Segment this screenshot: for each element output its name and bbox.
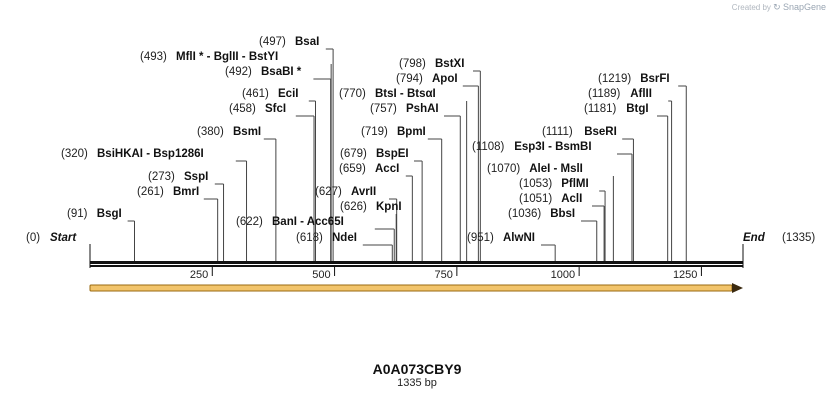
site-position: (618) <box>296 232 323 244</box>
site-enzyme-name[interactable]: SspI <box>184 171 208 183</box>
site-enzyme-name[interactable]: BsgI <box>97 208 122 220</box>
end-label: End <box>743 232 766 244</box>
site-position: (951) <box>467 232 494 244</box>
site-labels: (91) BsgI (261) BmrI (273) SspI (320) BsiHKAI -… <box>61 36 670 244</box>
site-position: (497) <box>259 36 286 48</box>
feature-arrow-body <box>89 284 733 292</box>
site-position: (273) <box>148 171 175 183</box>
site-position: (794) <box>396 73 423 85</box>
site-position: (1070) <box>487 163 520 175</box>
snapgene-logo-icon: ↻ <box>773 2 781 12</box>
backbone <box>90 261 743 267</box>
end-position: (1335) <box>782 232 815 244</box>
site-enzyme-name[interactable]: BsaI <box>295 36 319 48</box>
site-enzyme-name[interactable]: BmrI <box>173 186 199 198</box>
site-position: (1051) <box>519 193 552 205</box>
site-enzyme-name[interactable]: BsmI <box>233 126 261 138</box>
site-enzyme-name[interactable]: BtgI <box>626 103 648 115</box>
site-position: (1036) <box>508 208 541 220</box>
scale-tick-label: 1000 <box>551 269 575 281</box>
site-enzyme-name[interactable]: BtsI - BtsαI <box>375 88 436 100</box>
backbone-bottom-strand <box>90 265 743 267</box>
scale-ticks: 250 500 750 1000 1250 <box>190 267 702 281</box>
site-enzyme-name[interactable]: BsiHKAI - Bsp1286I <box>97 148 204 160</box>
site-enzyme-name[interactable]: BsaBI * <box>261 66 302 78</box>
site-position: (798) <box>399 58 426 70</box>
site-position: (659) <box>339 163 366 175</box>
site-enzyme-name[interactable]: PshAI <box>406 103 439 115</box>
snapgene-brand: Created by ↻ SnapGene <box>732 2 826 13</box>
site-enzyme-name[interactable]: AleI - MslI <box>529 163 583 175</box>
site-position: (1111) <box>542 126 573 138</box>
site-position: (1053) <box>519 178 552 190</box>
start-label: Start <box>50 232 77 244</box>
end-labels: (0) Start End (1335) <box>26 232 815 268</box>
scale-tick-label: 1250 <box>673 269 697 281</box>
scale-tick-label: 250 <box>190 269 208 281</box>
site-enzyme-name[interactable]: BpmI <box>397 126 426 138</box>
site-position: (719) <box>361 126 388 138</box>
site-enzyme-name[interactable]: AlwNI <box>503 232 535 244</box>
backbone-top-strand <box>90 261 743 264</box>
site-enzyme-name[interactable]: BstXI <box>435 58 464 70</box>
site-enzyme-name[interactable]: SfcI <box>265 103 286 115</box>
site-position: (458) <box>229 103 256 115</box>
site-position: (679) <box>340 148 367 160</box>
site-enzyme-name[interactable]: NdeI <box>332 232 357 244</box>
site-enzyme-name[interactable]: BsrFI <box>640 73 669 85</box>
scale-tick-label: 500 <box>312 269 330 281</box>
brand-created-by: Created by <box>731 3 771 12</box>
site-position: (261) <box>137 186 164 198</box>
site-position: (757) <box>370 103 397 115</box>
site-position: (492) <box>225 66 252 78</box>
site-position: (627) <box>315 186 342 198</box>
site-enzyme-name[interactable]: BbsI <box>550 208 575 220</box>
site-position: (1189) <box>588 88 621 100</box>
site-enzyme-name[interactable]: Esp3I - BsmBI <box>514 141 591 153</box>
site-position: (622) <box>236 216 263 228</box>
site-lines <box>127 48 687 261</box>
sequence-length: 1335 bp <box>397 377 437 389</box>
site-position: (770) <box>339 88 366 100</box>
site-position: (1108) <box>472 141 505 153</box>
site-position: (380) <box>197 126 224 138</box>
site-enzyme-name[interactable]: ApoI <box>432 73 458 85</box>
feature-arrow <box>89 283 743 293</box>
start-position: (0) <box>26 232 40 244</box>
site-enzyme-name[interactable]: AccI <box>375 163 399 175</box>
site-enzyme-name[interactable]: AvrII <box>351 186 376 198</box>
scale-tick-label: 750 <box>434 269 452 281</box>
site-position: (1181) <box>584 103 617 115</box>
site-position: (320) <box>61 148 88 160</box>
site-position: (493) <box>140 51 167 63</box>
site-enzyme-name[interactable]: EciI <box>278 88 298 100</box>
site-enzyme-name[interactable]: AflII <box>630 88 652 100</box>
site-position: (91) <box>67 208 88 220</box>
site-enzyme-name[interactable]: BanI - Acc65I <box>272 216 344 228</box>
brand-logo-text: SnapGene <box>782 2 826 12</box>
site-enzyme-name[interactable]: PflMI <box>561 178 588 190</box>
site-position: (626) <box>340 201 367 213</box>
site-enzyme-name[interactable]: AclI <box>561 193 582 205</box>
site-position: (1219) <box>598 73 631 85</box>
site-enzyme-name[interactable]: BseRI <box>584 126 617 138</box>
site-enzyme-name[interactable]: KpnI <box>376 201 402 213</box>
site-enzyme-name[interactable]: BspEI <box>376 148 409 160</box>
feature-arrow-head <box>732 283 743 293</box>
site-position: (461) <box>242 88 269 100</box>
sequence-name: A0A073CBY9 <box>372 361 462 377</box>
site-enzyme-name[interactable]: MflI * - BglII - BstYI <box>176 51 278 63</box>
